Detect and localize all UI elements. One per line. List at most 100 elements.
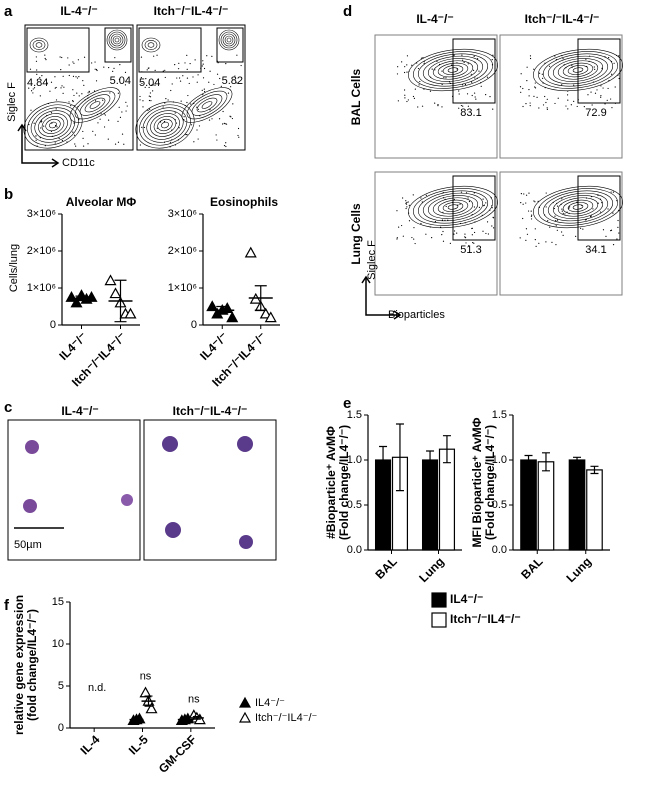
event-dot	[600, 96, 602, 98]
panel-label: a	[4, 3, 13, 20]
event-dot	[486, 76, 489, 78]
event-dot	[118, 106, 120, 108]
event-dot	[202, 94, 204, 96]
event-dot	[148, 95, 150, 97]
event-dot	[607, 87, 609, 90]
event-dot	[546, 107, 548, 109]
micrograph-title: Itch⁻/⁻IL-4⁻/⁻	[173, 404, 248, 418]
event-dot	[78, 95, 80, 97]
event-dot	[54, 124, 57, 127]
event-dot	[546, 108, 548, 110]
event-dot	[592, 208, 594, 210]
event-dot	[54, 87, 56, 89]
event-dot	[139, 95, 141, 98]
contour	[442, 65, 464, 75]
event-dot	[519, 237, 521, 239]
event-dot	[606, 99, 608, 101]
event-dot	[125, 101, 127, 103]
event-dot	[36, 73, 38, 75]
event-dot	[420, 57, 423, 59]
event-dot	[590, 91, 592, 93]
contour	[552, 195, 604, 219]
event-dot	[72, 100, 74, 102]
event-dot	[418, 84, 420, 86]
event-dot	[474, 96, 476, 98]
event-dot	[152, 84, 154, 86]
event-dot	[411, 64, 413, 66]
event-dot	[434, 69, 436, 71]
error-bar	[524, 454, 533, 466]
event-dot	[167, 99, 169, 101]
contour	[427, 195, 479, 219]
contour	[49, 121, 57, 129]
event-dot	[561, 210, 563, 212]
event-dot	[405, 200, 407, 202]
event-dot	[178, 127, 180, 129]
error-bar	[216, 305, 229, 315]
event-dot	[407, 201, 409, 203]
contour	[567, 65, 589, 75]
event-dot	[522, 87, 524, 90]
contour	[437, 62, 469, 78]
contour	[191, 94, 223, 116]
event-dot	[471, 227, 473, 230]
event-dot	[204, 90, 206, 93]
event-dot	[54, 76, 56, 78]
event-dot	[114, 57, 116, 59]
event-dot	[189, 62, 191, 65]
event-dot	[44, 54, 46, 56]
event-dot	[534, 239, 536, 241]
event-dot	[567, 108, 569, 110]
event-dot	[33, 122, 35, 124]
error-bar	[590, 465, 599, 475]
event-dot	[467, 63, 469, 65]
event-dot	[225, 142, 227, 144]
event-dot	[149, 96, 152, 98]
event-dot	[50, 130, 53, 133]
y-tick-label: 0	[191, 319, 197, 331]
error-bar	[426, 450, 435, 470]
contour	[74, 90, 116, 120]
event-dot	[528, 192, 530, 194]
event-dot	[534, 201, 536, 203]
gate	[138, 27, 202, 73]
event-dot	[176, 77, 178, 79]
event-dot	[171, 83, 173, 85]
contour	[552, 58, 604, 82]
point	[206, 300, 219, 312]
event-dot	[442, 211, 444, 213]
event-dot	[211, 118, 213, 120]
annotation: ns	[188, 693, 200, 705]
event-dot	[533, 200, 535, 202]
event-dot	[237, 127, 240, 130]
event-dot	[461, 54, 463, 56]
x-tick-label: BAL	[518, 554, 545, 581]
event-dot	[178, 77, 181, 79]
event-dot	[489, 95, 491, 98]
event-dot	[561, 231, 563, 233]
event-dot	[208, 81, 210, 83]
contour	[408, 185, 498, 229]
event-dot	[149, 108, 151, 110]
y-axis-label: MFI Bioparticle⁺ AvMΦ	[470, 417, 484, 547]
cell	[165, 522, 181, 538]
event-dot	[46, 82, 48, 84]
event-dot	[548, 65, 551, 67]
event-dot	[486, 221, 489, 223]
event-dot	[223, 144, 226, 147]
event-dot	[441, 219, 444, 221]
event-dot	[523, 193, 525, 195]
gate-value: 83.1	[460, 107, 481, 119]
event-dot	[145, 78, 147, 80]
event-dot	[441, 106, 443, 108]
y-tick-label: 1.5	[347, 409, 362, 421]
contour	[89, 101, 101, 109]
event-dot	[464, 237, 467, 239]
event-dot	[29, 68, 32, 70]
y-tick-label: 1×10⁶	[168, 282, 197, 294]
event-dot	[45, 59, 47, 61]
point	[70, 296, 83, 308]
event-dot	[72, 100, 74, 103]
event-dot	[417, 106, 419, 108]
event-dot	[492, 217, 495, 219]
